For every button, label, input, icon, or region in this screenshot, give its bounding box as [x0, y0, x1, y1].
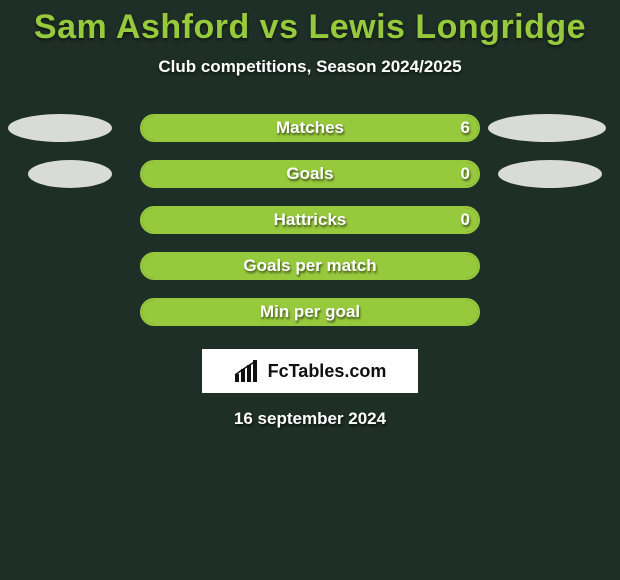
bar-fill-right [310, 162, 478, 186]
bar-fill-right [310, 208, 478, 232]
stat-row: Hattricks 0 [0, 197, 620, 243]
right-blob [498, 160, 602, 188]
comparison-card: Sam Ashford vs Lewis Longridge Club comp… [0, 0, 620, 429]
left-blob [8, 114, 112, 142]
bar-fill-right [310, 254, 478, 278]
bar-fill-left [142, 162, 310, 186]
logo-bars-icon [234, 360, 262, 382]
stat-row: Goals per match [0, 243, 620, 289]
brand-logo: FcTables.com [202, 349, 418, 393]
bar-fill-left [142, 300, 310, 324]
bar-track: Goals per match [140, 252, 480, 280]
value-right: 6 [461, 116, 470, 140]
brand-text: FcTables.com [268, 361, 387, 382]
bar-fill-left [142, 208, 310, 232]
bar-track: Min per goal [140, 298, 480, 326]
date-label: 16 september 2024 [234, 409, 386, 429]
bar-fill-left [142, 254, 310, 278]
value-right: 0 [461, 162, 470, 186]
bar-track: Goals [140, 160, 480, 188]
subtitle: Club competitions, Season 2024/2025 [158, 57, 461, 77]
stats-area: Matches 6 Goals 0 Hattricks [0, 105, 620, 335]
bar-fill-right [310, 300, 478, 324]
bar-track: Hattricks [140, 206, 480, 234]
left-blob [28, 160, 112, 188]
right-blob [488, 114, 606, 142]
bar-track: Matches [140, 114, 480, 142]
value-right: 0 [461, 208, 470, 232]
stat-row: Matches 6 [0, 105, 620, 151]
bar-fill-right [142, 116, 478, 140]
page-title: Sam Ashford vs Lewis Longridge [34, 8, 586, 47]
stat-row: Goals 0 [0, 151, 620, 197]
stat-row: Min per goal [0, 289, 620, 335]
